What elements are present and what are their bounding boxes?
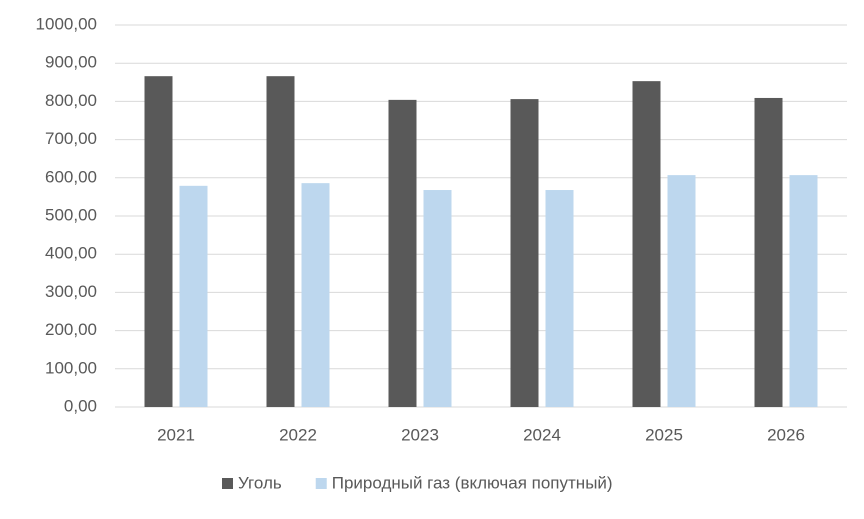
bar bbox=[388, 99, 417, 407]
y-tick-label: 500,00 bbox=[45, 205, 97, 224]
y-tick-label: 0,00 bbox=[64, 396, 97, 415]
bar bbox=[789, 175, 818, 407]
legend-label: Уголь bbox=[238, 473, 282, 492]
bar bbox=[301, 183, 330, 407]
legend-label: Природный газ (включая попутный) bbox=[332, 473, 613, 492]
bar bbox=[266, 76, 295, 408]
y-tick-label: 200,00 bbox=[45, 320, 97, 339]
y-tick-label: 700,00 bbox=[45, 129, 97, 148]
bar bbox=[144, 76, 173, 408]
y-tick-label: 800,00 bbox=[45, 91, 97, 110]
bar bbox=[667, 175, 696, 407]
x-tick-label: 2025 bbox=[645, 425, 683, 444]
bar bbox=[754, 97, 783, 407]
y-tick-label: 100,00 bbox=[45, 358, 97, 377]
x-tick-label: 2023 bbox=[401, 425, 439, 444]
y-tick-label: 400,00 bbox=[45, 244, 97, 263]
bar bbox=[545, 190, 574, 407]
bar bbox=[510, 99, 539, 407]
bar bbox=[632, 81, 661, 408]
x-tick-label: 2026 bbox=[767, 425, 805, 444]
y-tick-label: 900,00 bbox=[45, 53, 97, 72]
y-tick-label: 600,00 bbox=[45, 167, 97, 186]
legend-swatch bbox=[222, 478, 233, 489]
legend-swatch bbox=[315, 478, 327, 489]
y-tick-label: 1000,00 bbox=[36, 14, 97, 33]
x-tick-label: 2022 bbox=[279, 425, 317, 444]
y-tick-label: 300,00 bbox=[45, 282, 97, 301]
x-tick-label: 2021 bbox=[157, 425, 195, 444]
bar bbox=[179, 185, 208, 407]
bar bbox=[423, 190, 452, 407]
x-tick-label: 2024 bbox=[523, 425, 561, 444]
